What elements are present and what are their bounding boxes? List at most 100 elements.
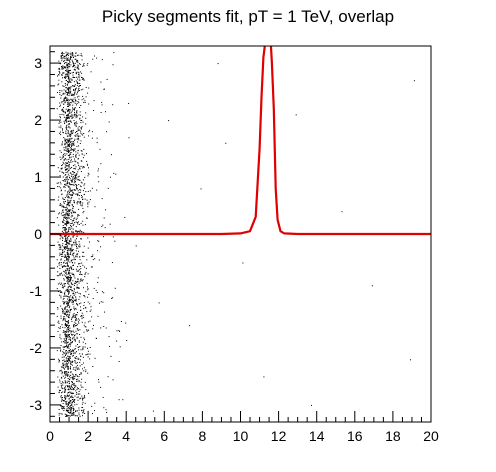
scatter-point	[100, 112, 102, 113]
scatter-point	[80, 120, 82, 121]
scatter-point	[84, 402, 86, 404]
scatter-point	[67, 327, 69, 329]
scatter-point	[66, 165, 68, 166]
scatter-point	[67, 207, 68, 209]
scatter-point	[68, 227, 69, 229]
scatter-point	[71, 93, 73, 95]
scatter-point	[63, 317, 65, 319]
scatter-point	[65, 357, 67, 359]
scatter-point	[66, 363, 68, 365]
scatter-point	[72, 192, 74, 194]
scatter-point	[64, 301, 66, 303]
scatter-point	[85, 191, 87, 193]
scatter-point	[82, 190, 84, 192]
scatter-point	[71, 360, 73, 362]
scatter-point	[69, 152, 71, 154]
scatter-point	[64, 339, 66, 341]
scatter-point	[81, 316, 83, 318]
scatter-point	[74, 404, 76, 406]
scatter-point	[79, 334, 81, 335]
scatter-point	[56, 275, 58, 277]
scatter-point	[62, 141, 63, 143]
scatter-point	[72, 219, 74, 221]
scatter-point	[80, 302, 82, 304]
scatter-point	[67, 355, 69, 357]
scatter-point	[64, 186, 66, 188]
y-tick-label: 3	[34, 55, 42, 71]
scatter-point	[63, 163, 65, 165]
scatter-point	[69, 334, 70, 335]
scatter-point	[75, 161, 77, 163]
scatter-point	[75, 390, 77, 392]
scatter-point	[60, 350, 62, 352]
scatter-point	[69, 104, 71, 106]
scatter-point	[76, 122, 78, 124]
scatter-point	[65, 254, 67, 256]
scatter-point	[74, 377, 76, 379]
scatter-point	[62, 312, 64, 314]
scatter-point	[72, 378, 73, 380]
scatter-point	[56, 217, 58, 219]
scatter-point	[66, 153, 68, 155]
scatter-point	[89, 199, 91, 201]
scatter-point	[69, 141, 71, 143]
scatter-point	[62, 382, 64, 384]
scatter-point	[68, 151, 70, 153]
scatter-point	[78, 303, 80, 305]
scatter-point	[64, 256, 66, 258]
scatter-point	[76, 177, 78, 179]
scatter-point	[64, 140, 66, 142]
scatter-point	[64, 365, 66, 367]
scatter-point	[69, 139, 71, 141]
scatter-point	[59, 336, 61, 338]
scatter-point	[59, 204, 61, 206]
scatter-point	[70, 91, 72, 93]
scatter-point	[62, 309, 64, 311]
scatter-point	[81, 397, 83, 399]
scatter-point	[71, 100, 73, 102]
scatter-point	[68, 392, 69, 393]
scatter-point	[64, 413, 66, 415]
scatter-point	[69, 93, 71, 95]
scatter-point	[83, 251, 85, 253]
scatter-point	[70, 79, 72, 81]
scatter-point	[77, 368, 79, 370]
scatter-point	[72, 236, 74, 238]
scatter-point	[79, 118, 81, 120]
scatter-point	[70, 280, 72, 282]
scatter-point	[74, 334, 76, 336]
scatter-point	[71, 132, 72, 134]
scatter-point	[57, 283, 59, 285]
scatter-point	[67, 82, 69, 84]
scatter-point	[66, 360, 68, 362]
scatter-point	[70, 99, 72, 101]
scatter-point	[66, 314, 67, 316]
scatter-point	[70, 143, 72, 145]
scatter-point	[70, 266, 72, 268]
scatter-point	[81, 274, 83, 276]
scatter-point	[67, 57, 69, 59]
scatter-point	[100, 81, 102, 83]
scatter-point	[67, 66, 69, 68]
scatter-point	[66, 221, 68, 223]
scatter-point	[65, 331, 67, 332]
scatter-point	[58, 358, 60, 360]
scatter-point	[65, 335, 67, 337]
scatter-point	[92, 413, 93, 415]
scatter-point	[67, 289, 69, 291]
scatter-point	[63, 97, 65, 99]
scatter-point	[82, 202, 84, 204]
scatter-point	[70, 212, 72, 213]
scatter-point	[71, 384, 73, 386]
scatter-point	[60, 405, 62, 407]
scatter-point	[81, 318, 83, 320]
scatter-point	[66, 265, 68, 267]
scatter-point	[66, 273, 68, 275]
scatter-point	[68, 163, 70, 165]
scatter-point	[81, 72, 83, 74]
scatter-point	[81, 153, 83, 155]
scatter-point	[74, 65, 76, 67]
scatter-point	[72, 314, 74, 316]
scatter-point	[58, 291, 59, 292]
scatter-point	[76, 303, 78, 304]
